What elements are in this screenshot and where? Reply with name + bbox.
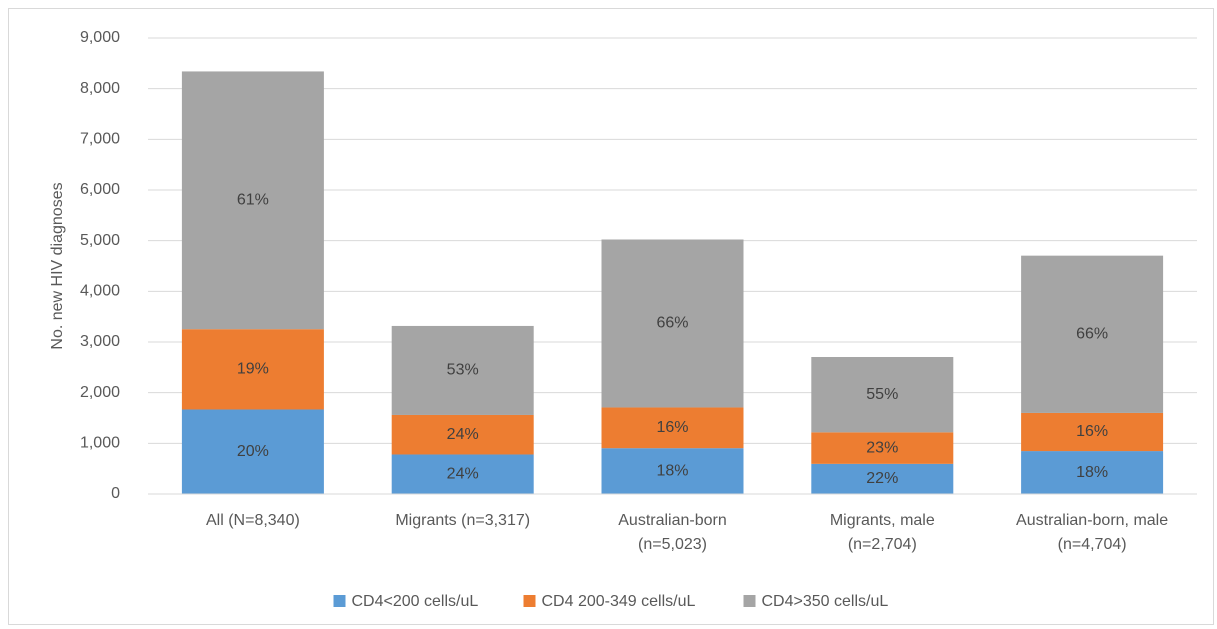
bar-segment	[1021, 451, 1164, 494]
bar-segment	[1021, 255, 1164, 413]
bar-segment	[1021, 412, 1164, 452]
y-tick-label: 8,000	[80, 80, 120, 97]
data-label: 20%	[237, 443, 269, 460]
bar-segment	[181, 409, 324, 494]
x-tick-label: Australian-born, male (n=4,704)	[1016, 512, 1168, 553]
y-tick-label: 0	[111, 485, 120, 502]
bar-segment	[391, 454, 534, 494]
y-tick-label: 7,000	[80, 131, 120, 148]
x-tick-label: Migrants, male (n=2,704)	[830, 512, 935, 553]
y-tick-label: 1,000	[80, 435, 120, 452]
bar-segment	[811, 463, 954, 494]
legend-swatch	[333, 595, 346, 607]
y-tick-label: 4,000	[80, 283, 120, 300]
y-tick-label: 9,000	[80, 29, 120, 46]
legend-label: CD4 200-349 cells/uL	[542, 593, 696, 610]
data-label: 16%	[656, 419, 688, 436]
legend-swatch	[523, 595, 536, 607]
bar-segment	[601, 239, 744, 408]
bar-segment	[181, 71, 324, 330]
x-tick-label: All (N=8,340)	[206, 512, 300, 529]
legend-swatch	[743, 595, 756, 607]
data-label: 18%	[656, 462, 688, 479]
bar-segment	[601, 448, 744, 494]
bar-segment	[811, 432, 954, 464]
x-tick-label: Australian-born (n=5,023)	[618, 512, 727, 553]
data-label: 55%	[866, 386, 898, 403]
data-label: 18%	[1076, 464, 1108, 481]
bar-segment	[181, 329, 324, 410]
y-tick-label: 6,000	[80, 181, 120, 198]
data-label: 24%	[447, 465, 479, 482]
data-label: 16%	[1076, 423, 1108, 440]
data-label: 19%	[237, 361, 269, 378]
bar-segment	[811, 356, 954, 433]
y-tick-label: 3,000	[80, 333, 120, 350]
data-label: 24%	[447, 426, 479, 443]
bar-segment	[391, 414, 534, 455]
data-label: 66%	[1076, 326, 1108, 343]
y-tick-label: 5,000	[80, 232, 120, 249]
legend-label: CD4>350 cells/uL	[762, 593, 889, 610]
legend-label: CD4<200 cells/uL	[352, 593, 479, 610]
data-label: 22%	[866, 470, 898, 487]
bar-segment	[391, 325, 534, 415]
data-label: 53%	[447, 362, 479, 379]
data-label: 61%	[237, 192, 269, 209]
data-label: 23%	[866, 439, 898, 456]
y-axis-title: No. new HIV diagnoses	[49, 182, 66, 349]
x-tick-label: Migrants (n=3,317)	[395, 512, 530, 529]
y-tick-label: 2,000	[80, 384, 120, 401]
bar-segment	[601, 407, 744, 449]
data-label: 66%	[656, 315, 688, 332]
